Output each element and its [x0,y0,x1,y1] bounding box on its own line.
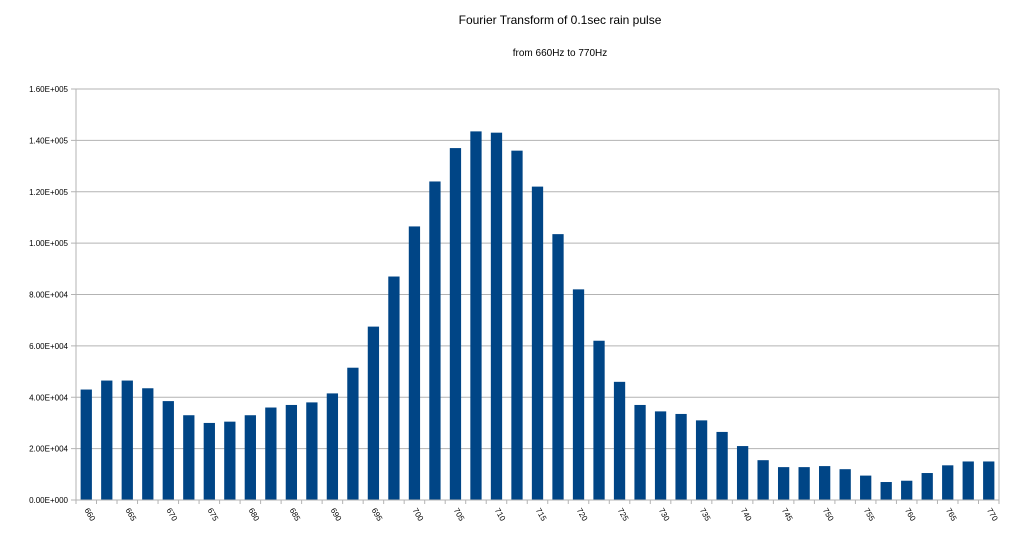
bar [757,460,769,500]
bar [839,469,851,500]
x-tick-label: 675 [206,507,221,524]
y-tick-label: 1.40E+005 [29,136,68,145]
bar [285,404,298,500]
x-tick-label: 695 [370,507,385,524]
bar [470,131,482,500]
y-tick-label: 1.20E+005 [29,188,68,197]
y-tick-label: 4.00E+004 [29,393,68,402]
x-tick-label: 725 [616,507,631,524]
bar [777,467,790,500]
x-tick-label: 755 [862,507,877,524]
bar [613,381,626,500]
x-tick-label: 670 [165,507,180,524]
x-axis-tick-labels: 660 665 670 675 680 685 690 695 700 705 710 715 720 7… [75,500,1000,524]
bar [572,289,585,500]
bar [511,150,523,500]
x-tick-label: 730 [657,507,672,524]
chart-subtitle: from 660Hz to 770Hz [513,48,608,59]
bar [203,422,215,500]
x-tick-label: 740 [739,507,754,524]
x-tick-label: 770 [985,507,1000,524]
x-tick-label: 735 [698,507,713,524]
bar [552,234,564,500]
x-tick-label: 715 [534,507,549,524]
bar [265,407,277,500]
y-tick-label: 6.00E+004 [29,342,68,351]
bar [244,415,256,500]
bar [675,413,687,500]
bar [449,148,462,500]
x-tick-label: 690 [329,507,344,524]
bar [880,482,892,500]
x-tick-label: 745 [780,507,795,524]
bar [490,132,503,501]
bar [798,467,810,500]
bar [388,276,400,500]
bar [306,402,318,500]
bar [634,404,646,500]
y-axis-tick-labels: 0.00E+000 2.00E+004 4.00E+004 6.00E+004 8.00… [29,85,76,505]
bar [183,415,195,500]
bar [695,420,708,500]
bar [716,431,728,500]
bar [921,473,933,500]
y-tick-label: 2.00E+004 [29,445,68,454]
x-tick-label: 705 [452,507,467,524]
y-tick-label: 1.00E+005 [29,239,68,248]
y-tick-label: 1.60E+005 [29,85,68,94]
bar [347,367,359,500]
x-tick-label: 760 [903,507,918,524]
axes [75,88,1000,501]
bar [162,401,174,500]
chart-title: Fourier Transform of 0.1sec rain pulse [459,13,662,27]
bar [408,226,421,500]
x-tick-label: 685 [288,507,303,524]
x-tick-label: 665 [124,507,139,524]
x-tick-label: 660 [83,507,98,524]
bar [962,461,974,500]
bar [121,380,133,500]
bar [80,389,92,500]
y-tick-label: 8.00E+004 [29,291,68,300]
bar [942,465,954,500]
bar [531,186,544,501]
x-tick-label: 750 [821,507,836,524]
y-tick-label: 0.00E+000 [29,496,68,505]
bar [142,388,154,500]
bar [736,446,749,500]
bar [901,480,913,500]
bar [983,461,995,500]
x-tick-label: 720 [575,507,590,524]
bar [367,326,380,500]
x-tick-label: 700 [411,507,426,524]
bar [654,411,667,500]
bar [819,466,831,500]
x-tick-label: 680 [247,507,262,524]
bar [593,340,605,500]
bar [326,393,339,500]
bars [80,131,995,501]
x-tick-label: 710 [493,507,508,524]
bar [860,475,872,500]
bar [429,181,441,500]
x-tick-label: 765 [944,507,959,524]
bar [101,380,113,500]
bar [224,421,236,500]
